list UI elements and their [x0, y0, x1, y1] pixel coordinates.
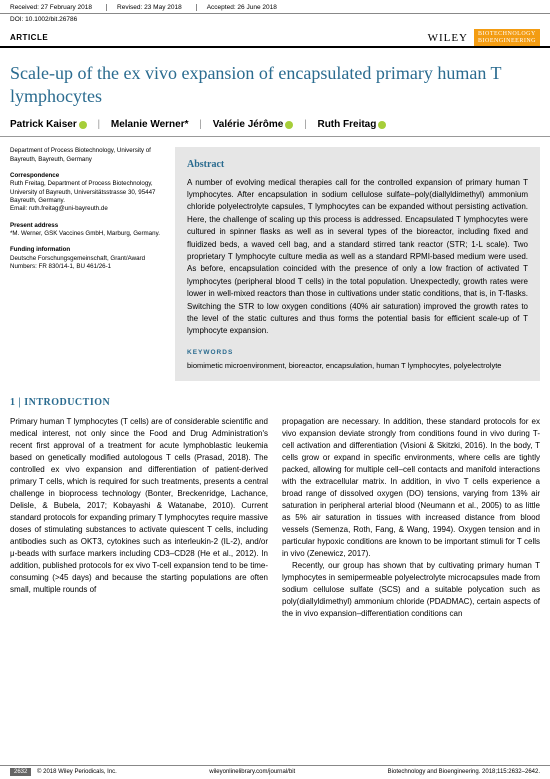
footer-url: wileyonlinelibrary.com/journal/bit — [209, 769, 295, 775]
author-4: Ruth Freitag — [317, 119, 376, 130]
intro-heading: 1 | INTRODUCTION — [0, 381, 550, 416]
keywords: biomimetic microenvironment, bioreactor,… — [187, 360, 528, 372]
affiliation-column: Department of Process Biotechnology, Uni… — [10, 147, 165, 381]
accepted-date: Accepted: 26 June 2018 — [196, 4, 277, 11]
correspondence-label: Correspondence — [10, 172, 165, 180]
article-type: ARTICLE — [10, 29, 48, 46]
abstract-text: A number of evolving medical therapies c… — [187, 177, 528, 338]
article-title: Scale-up of the ex vivo expansion of enc… — [0, 48, 550, 119]
correspondence: Ruth Freitag, Department of Process Biot… — [10, 180, 165, 205]
intro-para-3: Recently, our group has shown that by cu… — [282, 560, 540, 620]
meta-columns: Department of Process Biotechnology, Uni… — [0, 137, 550, 381]
doi: DOI: 10.1002/bit.26786 — [0, 14, 550, 29]
abstract-heading: Abstract — [187, 157, 528, 173]
body-col-1: Primary human T lymphocytes (T cells) ar… — [10, 416, 268, 620]
orcid-icon — [378, 121, 386, 129]
body-col-2: propagation are necessary. In addition, … — [282, 416, 540, 620]
authors: Patrick Kaiser | Melanie Werner* | Valér… — [0, 119, 550, 137]
present-address: *M. Werner, GSK Vaccines GmbH, Marburg, … — [10, 230, 165, 238]
author-3: Valérie Jérôme — [213, 119, 284, 130]
footer-citation: Biotechnology and Bioengineering. 2018;1… — [388, 769, 540, 775]
meta-bar: Received: 27 February 2018 Revised: 23 M… — [0, 0, 550, 14]
intro-para-1: Primary human T lymphocytes (T cells) ar… — [10, 416, 268, 596]
funding-label: Funding information — [10, 246, 165, 254]
correspondence-email: Email: ruth.freitag@uni-bayreuth.de — [10, 205, 165, 213]
journal-logo: BIOTECHNOLOGY BIOENGINEERING — [474, 29, 540, 46]
orcid-icon — [285, 121, 293, 129]
header-row: ARTICLE WILEY BIOTECHNOLOGY BIOENGINEERI… — [0, 29, 550, 48]
author-1: Patrick Kaiser — [10, 119, 77, 130]
funding: Deutsche Forschungsgemeinschaft, Grant/A… — [10, 255, 165, 272]
abstract-box: Abstract A number of evolving medical th… — [175, 147, 540, 381]
affiliation: Department of Process Biotechnology, Uni… — [10, 147, 165, 164]
intro-para-2: propagation are necessary. In addition, … — [282, 416, 540, 560]
logos: WILEY BIOTECHNOLOGY BIOENGINEERING — [428, 29, 540, 46]
author-2: Melanie Werner* — [111, 119, 189, 130]
body-columns: Primary human T lymphocytes (T cells) ar… — [0, 416, 550, 620]
revised-date: Revised: 23 May 2018 — [106, 4, 182, 11]
received-date: Received: 27 February 2018 — [10, 4, 92, 11]
keywords-label: KEYWORDS — [187, 348, 528, 358]
present-address-label: Present address — [10, 222, 165, 230]
orcid-icon — [79, 121, 87, 129]
page-number: 2632 — [10, 768, 31, 776]
footer: 2632 © 2018 Wiley Periodicals, Inc. wile… — [0, 765, 550, 775]
publisher-logo: WILEY — [428, 32, 468, 44]
footer-left: 2632 © 2018 Wiley Periodicals, Inc. — [10, 769, 117, 775]
copyright: © 2018 Wiley Periodicals, Inc. — [37, 769, 117, 775]
